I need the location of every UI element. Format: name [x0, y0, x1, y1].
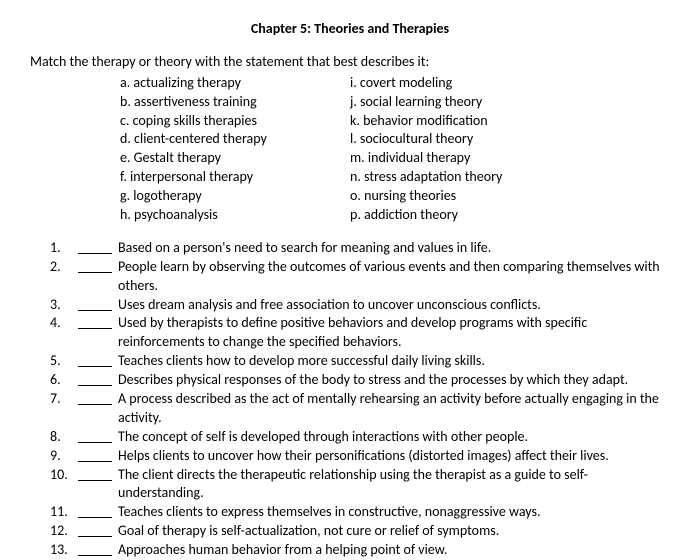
option-item: h. psychoanalysis	[120, 206, 350, 225]
question-text: Based on a person's need to search for m…	[118, 239, 670, 258]
question-number: 11.	[50, 503, 78, 522]
option-item: c. coping skills therapies	[120, 112, 350, 131]
instructions-text: Match the therapy or theory with the sta…	[30, 53, 670, 72]
question-row: 8. The concept of self is developed thro…	[50, 428, 670, 447]
question-number: 8.	[50, 428, 78, 447]
option-item: g. logotherapy	[120, 187, 350, 206]
option-item: p. addiction theory	[350, 206, 580, 225]
chapter-title: Chapter 5: Theories and Therapies	[30, 20, 670, 39]
question-text: The concept of self is developed through…	[118, 428, 670, 447]
question-number: 6.	[50, 371, 78, 390]
answer-blank[interactable]	[78, 542, 112, 556]
option-item: n. stress adaptation theory	[350, 168, 580, 187]
answer-blank[interactable]	[78, 467, 112, 481]
question-row: 9. Helps clients to uncover how their pe…	[50, 447, 670, 466]
question-row: 10. The client directs the therapeutic r…	[50, 466, 670, 504]
question-row: 3. Uses dream analysis and free associat…	[50, 296, 670, 315]
answer-blank[interactable]	[78, 448, 112, 462]
question-text: Helps clients to uncover how their perso…	[118, 447, 670, 466]
question-row: 2. People learn by observing the outcome…	[50, 258, 670, 296]
option-item: f. interpersonal therapy	[120, 168, 350, 187]
answer-blank[interactable]	[78, 259, 112, 273]
answer-blank[interactable]	[78, 504, 112, 518]
option-item: i. covert modeling	[350, 74, 580, 93]
question-text: Approaches human behavior from a helping…	[118, 541, 670, 560]
question-number: 9.	[50, 447, 78, 466]
question-text: Describes physical responses of the body…	[118, 371, 670, 390]
question-row: 5. Teaches clients how to develop more s…	[50, 352, 670, 371]
question-row: 1. Based on a person's need to search fo…	[50, 239, 670, 258]
question-row: 7. A process described as the act of men…	[50, 390, 670, 428]
question-row: 12. Goal of therapy is self-actualizatio…	[50, 522, 670, 541]
question-number: 10.	[50, 466, 78, 485]
option-item: k. behavior modification	[350, 112, 580, 131]
option-item: a. actualizing therapy	[120, 74, 350, 93]
question-number: 12.	[50, 522, 78, 541]
option-item: b. assertiveness training	[120, 93, 350, 112]
answer-blank[interactable]	[78, 429, 112, 443]
option-item: l. sociocultural theory	[350, 130, 580, 149]
answer-blank[interactable]	[78, 297, 112, 311]
question-text: Teaches clients to express themselves in…	[118, 503, 670, 522]
option-item: e. Gestalt therapy	[120, 149, 350, 168]
options-column-left: a. actualizing therapy b. assertiveness …	[120, 74, 350, 225]
question-number: 1.	[50, 239, 78, 258]
questions-list: 1. Based on a person's need to search fo…	[50, 239, 670, 560]
question-number: 13.	[50, 541, 78, 560]
option-item: d. client-centered therapy	[120, 130, 350, 149]
question-row: 6. Describes physical responses of the b…	[50, 371, 670, 390]
option-item: j. social learning theory	[350, 93, 580, 112]
question-number: 4.	[50, 314, 78, 333]
question-text: Goal of therapy is self-actualization, n…	[118, 522, 670, 541]
question-text: Uses dream analysis and free association…	[118, 296, 670, 315]
answer-blank[interactable]	[78, 353, 112, 367]
question-text: A process described as the act of mental…	[118, 390, 670, 428]
answer-blank[interactable]	[78, 240, 112, 254]
options-column-right: i. covert modeling j. social learning th…	[350, 74, 580, 225]
question-text: The client directs the therapeutic relat…	[118, 466, 670, 504]
question-row: 13. Approaches human behavior from a hel…	[50, 541, 670, 560]
answer-blank[interactable]	[78, 523, 112, 537]
question-number: 2.	[50, 258, 78, 277]
question-number: 3.	[50, 296, 78, 315]
question-text: Used by therapists to define positive be…	[118, 314, 670, 352]
question-number: 7.	[50, 390, 78, 409]
question-row: 11. Teaches clients to express themselve…	[50, 503, 670, 522]
question-number: 5.	[50, 352, 78, 371]
question-row: 4. Used by therapists to define positive…	[50, 314, 670, 352]
question-text: Teaches clients how to develop more succ…	[118, 352, 670, 371]
question-text: People learn by observing the outcomes o…	[118, 258, 670, 296]
answer-blank[interactable]	[78, 391, 112, 405]
answer-blank[interactable]	[78, 372, 112, 386]
answer-blank[interactable]	[78, 315, 112, 329]
options-container: a. actualizing therapy b. assertiveness …	[120, 74, 670, 225]
option-item: o. nursing theories	[350, 187, 580, 206]
option-item: m. individual therapy	[350, 149, 580, 168]
